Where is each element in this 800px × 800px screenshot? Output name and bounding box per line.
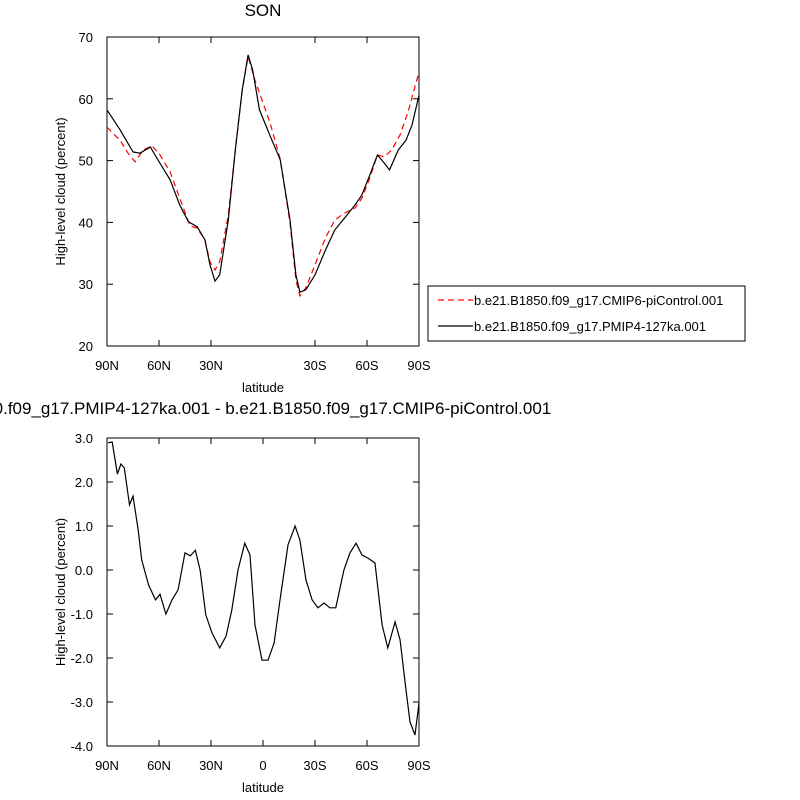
y-tick-label: -1.0 — [71, 607, 93, 622]
legend-label: b.e21.B1850.f09_g17.PMIP4-127ka.001 — [474, 319, 706, 334]
x-tick-label: 60N — [147, 758, 171, 773]
x-tick-label: 90S — [407, 358, 430, 373]
y-tick-label: 60 — [79, 92, 93, 107]
x-axis-label: latitude — [242, 780, 284, 795]
y-tick-label: -2.0 — [71, 651, 93, 666]
y-tick-label: 40 — [79, 215, 93, 230]
plot-frame — [106, 36, 420, 347]
x-tick-label: 30S — [303, 758, 326, 773]
plot-frame — [106, 437, 420, 747]
y-tick-label: -3.0 — [71, 695, 93, 710]
x-tick-label: 60N — [147, 358, 171, 373]
y-tick-label: 50 — [79, 154, 93, 169]
x-tick-label: 90N — [95, 758, 119, 773]
chart-title: 850.f09_g17.PMIP4-127ka.001 - b.e21.B185… — [0, 399, 551, 418]
x-tick-label: 90S — [407, 758, 430, 773]
legend-label: b.e21.B1850.f09_g17.CMIP6-piControl.001 — [474, 293, 723, 308]
x-tick-label: 90N — [95, 358, 119, 373]
y-axis-label: High-level cloud (percent) — [53, 518, 68, 666]
y-tick-label: -4.0 — [71, 739, 93, 754]
series-line — [106, 54, 420, 294]
legend-box — [427, 285, 746, 342]
y-tick-label: 3.0 — [75, 431, 93, 446]
y-tick-label: 1.0 — [75, 519, 93, 534]
y-axis-label: High-level cloud (percent) — [53, 117, 68, 265]
y-tick-label: 70 — [79, 30, 93, 45]
x-tick-label: 60S — [355, 358, 378, 373]
y-tick-label: 30 — [79, 277, 93, 292]
x-tick-label: 30N — [199, 358, 223, 373]
y-tick-label: 20 — [79, 339, 93, 354]
series-line — [106, 56, 420, 298]
series-line — [107, 441, 420, 736]
x-axis-label: latitude — [242, 380, 284, 395]
x-tick-label: 30S — [303, 358, 326, 373]
x-tick-label: 30N — [199, 758, 223, 773]
y-tick-label: 0.0 — [75, 563, 93, 578]
y-tick-label: 2.0 — [75, 475, 93, 490]
x-tick-label: 60S — [355, 758, 378, 773]
chart-title: SON — [245, 1, 282, 20]
x-tick-label: 0 — [259, 758, 266, 773]
